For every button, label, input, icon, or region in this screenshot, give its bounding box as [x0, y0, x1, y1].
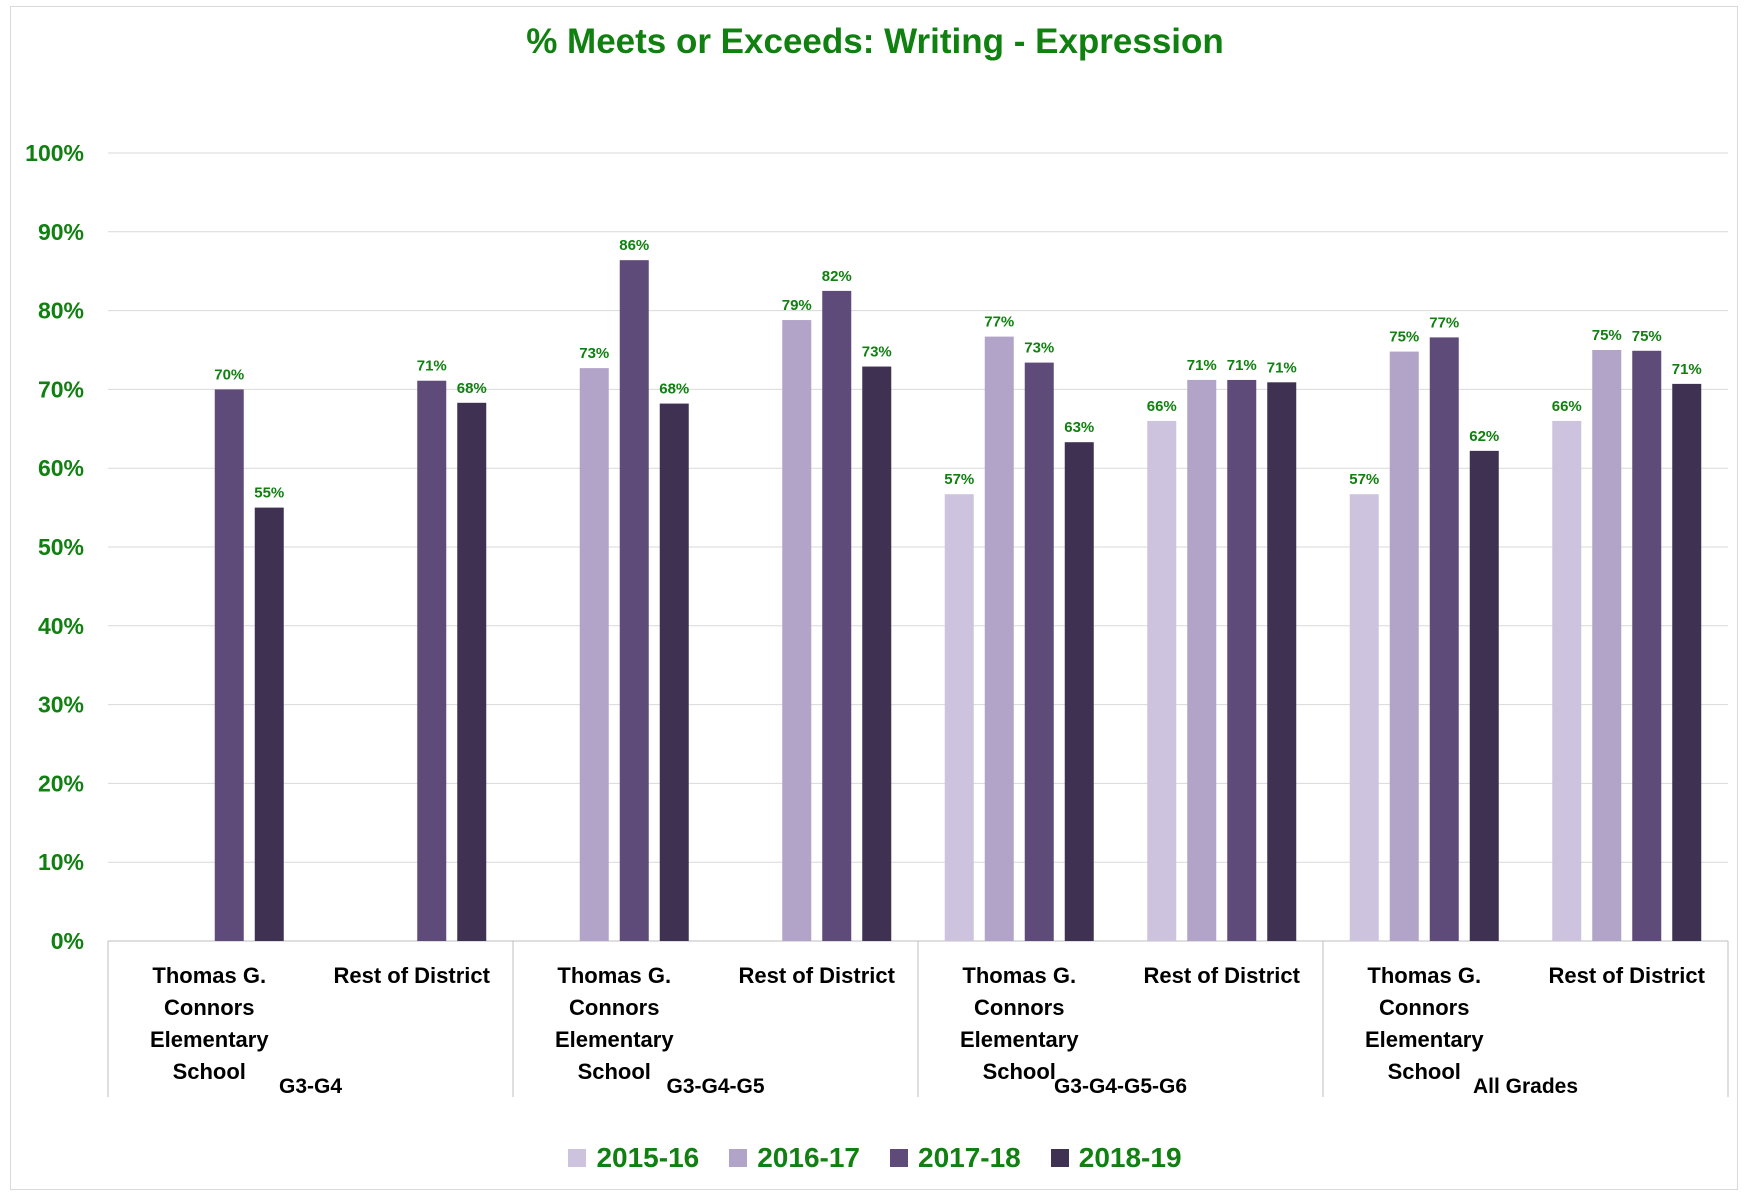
y-tick-label: 100%	[25, 140, 84, 166]
y-tick-label: 70%	[38, 376, 84, 402]
legend-swatch	[568, 1149, 587, 1167]
bar[interactable]	[659, 403, 689, 942]
x-group-label: G3-G4	[279, 1075, 342, 1098]
data-label: 73%	[1024, 340, 1054, 357]
bar[interactable]	[1429, 337, 1459, 942]
bar[interactable]	[1349, 494, 1379, 941]
data-label: 82%	[822, 268, 852, 285]
legend-swatch	[1050, 1149, 1069, 1167]
legend-item: 2015-16	[568, 1142, 699, 1174]
y-tick-label: 80%	[38, 298, 84, 324]
legend-swatch	[729, 1149, 748, 1167]
bar[interactable]	[822, 290, 852, 941]
y-tick-label: 10%	[38, 849, 84, 875]
data-label: 71%	[1187, 357, 1217, 374]
data-label: 75%	[1632, 328, 1662, 345]
bar[interactable]	[1024, 362, 1054, 941]
y-tick-label: 0%	[51, 928, 84, 954]
data-label: 57%	[1349, 471, 1379, 488]
bar[interactable]	[1227, 379, 1257, 942]
x-group-label: G3-G4-G5-G6	[1054, 1075, 1187, 1098]
bar[interactable]	[1267, 382, 1297, 942]
y-tick-label: 50%	[38, 534, 84, 560]
bar[interactable]	[782, 320, 812, 941]
bar[interactable]	[619, 260, 649, 942]
data-label: 66%	[1552, 398, 1582, 415]
data-label: 75%	[1389, 329, 1419, 346]
bar[interactable]	[1632, 350, 1662, 942]
bar[interactable]	[1187, 379, 1217, 942]
bar[interactable]	[417, 380, 447, 941]
chart-title: % Meets or Exceeds: Writing - Expression	[526, 22, 1224, 61]
y-tick-label: 90%	[38, 219, 84, 245]
y-tick-label: 40%	[38, 613, 84, 639]
data-label: 71%	[1672, 361, 1702, 378]
legend-swatch	[890, 1149, 908, 1167]
x-category-label: Thomas G. Connors Elementary School	[150, 963, 269, 1084]
data-label: 71%	[417, 358, 447, 375]
data-label: 75%	[1592, 327, 1622, 344]
legend-label: 2015-16	[596, 1142, 700, 1173]
chart-legend: 2015-16 2016-17 2017-18 2018-19	[0, 1142, 1750, 1174]
legend-label: 2017-18	[918, 1142, 1021, 1173]
data-label: 68%	[457, 380, 487, 397]
legend-label: 2016-17	[757, 1142, 860, 1173]
bar[interactable]	[457, 402, 487, 941]
data-label: 71%	[1227, 357, 1257, 374]
data-label: 86%	[619, 237, 649, 254]
legend-label: 2018-19	[1078, 1142, 1182, 1173]
y-tick-label: 30%	[38, 692, 84, 718]
data-label: 79%	[782, 297, 812, 314]
x-category-label: Thomas G. Connors Elementary School	[1365, 963, 1484, 1084]
bar[interactable]	[862, 366, 892, 942]
y-tick-label: 20%	[38, 770, 84, 796]
bar[interactable]	[944, 494, 974, 941]
x-category-label: Rest of District	[334, 963, 491, 988]
bar[interactable]	[254, 507, 284, 941]
bar[interactable]	[214, 389, 244, 941]
bar[interactable]	[1064, 442, 1094, 941]
bar[interactable]	[1469, 450, 1499, 941]
data-label: 66%	[1147, 398, 1177, 415]
chart-frame	[10, 6, 1738, 1190]
x-group-label: G3-G4-G5	[666, 1075, 764, 1098]
bar[interactable]	[1147, 420, 1177, 941]
data-label: 57%	[944, 471, 974, 488]
bar[interactable]	[1672, 383, 1702, 941]
x-category-label: Thomas G. Connors Elementary School	[555, 963, 674, 1084]
y-tick-label: 60%	[38, 455, 84, 481]
data-label: 62%	[1469, 428, 1499, 445]
data-label: 73%	[579, 345, 609, 362]
legend-item: 2017-18	[890, 1142, 1021, 1174]
x-category-label: Thomas G. Connors Elementary School	[960, 963, 1079, 1084]
legend-item: 2016-17	[729, 1142, 860, 1174]
data-label: 63%	[1064, 419, 1094, 436]
data-label: 77%	[984, 314, 1014, 331]
data-label: 73%	[862, 344, 892, 361]
x-category-label: Rest of District	[1144, 963, 1301, 988]
bar[interactable]	[1552, 420, 1582, 941]
bar[interactable]	[984, 336, 1014, 941]
legend-item: 2018-19	[1050, 1142, 1182, 1174]
data-label: 70%	[214, 366, 244, 383]
x-group-label: All Grades	[1473, 1075, 1578, 1098]
x-category-label: Rest of District	[739, 963, 896, 988]
bar[interactable]	[579, 368, 609, 941]
data-label: 55%	[254, 485, 284, 502]
bar[interactable]	[1389, 351, 1419, 941]
data-label: 68%	[659, 381, 689, 398]
x-category-label: Rest of District	[1549, 963, 1706, 988]
bar[interactable]	[1592, 350, 1622, 941]
data-label: 77%	[1429, 314, 1459, 331]
data-label: 71%	[1267, 359, 1297, 376]
